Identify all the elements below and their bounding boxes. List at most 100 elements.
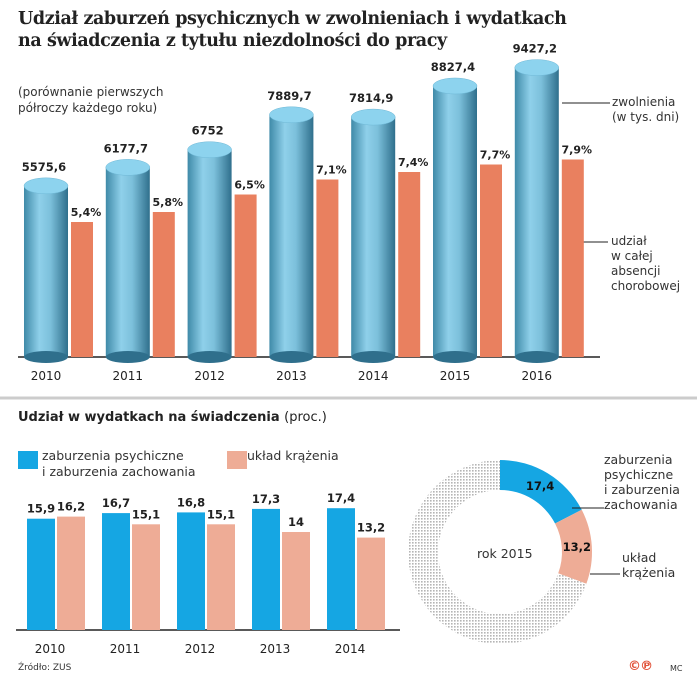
circ-value-label: 16,2 xyxy=(57,500,85,514)
share-value-label: 6,5% xyxy=(234,179,265,192)
title-line-2: na świadczenia z tytułu niezdolności do … xyxy=(18,31,447,51)
legend-mental: zaburzenia psychiczne i zaburzenia zacho… xyxy=(42,448,196,480)
donut-slice-mental xyxy=(500,460,582,524)
share-bar xyxy=(480,164,502,357)
donut-label-mental-2: psychiczne xyxy=(604,467,674,482)
legend-share-line-1: udział xyxy=(611,234,647,248)
year-tick-label: 2012 xyxy=(185,642,216,656)
legend-swatch-circ xyxy=(227,451,247,469)
circ-value-label: 15,1 xyxy=(207,507,235,521)
donut-label-circ: układ krążenia xyxy=(622,550,675,580)
share-bar xyxy=(234,194,257,357)
year-tick-label: 2014 xyxy=(358,369,389,383)
main-title: Udział zaburzeń psychicznych w zwolnieni… xyxy=(18,8,567,52)
cylinder-top xyxy=(432,77,478,95)
mental-bar xyxy=(327,508,355,630)
legend-mental-line-1: zaburzenia psychiczne xyxy=(42,448,184,463)
circ-bar xyxy=(132,524,160,630)
sick-leave-value-label: 6752 xyxy=(192,124,224,138)
cylinder-bar xyxy=(187,149,232,357)
mental-value-label: 16,7 xyxy=(102,496,130,510)
cylinder-bottom xyxy=(351,351,396,363)
circ-value-label: 15,1 xyxy=(132,507,160,521)
bottom-title-unit: (proc.) xyxy=(284,410,327,425)
year-tick-label: 2011 xyxy=(113,369,144,383)
legend-share-line-4: chorobowej xyxy=(611,279,681,293)
share-value-label: 5,4% xyxy=(71,206,102,219)
legend-mental-line-2: i zaburzenia zachowania xyxy=(42,464,196,479)
cylinder-bottom xyxy=(187,351,232,363)
cylinder-bottom xyxy=(514,351,559,363)
cylinder-top xyxy=(269,106,314,124)
donut-label-mental-4: zachowania xyxy=(604,497,678,512)
cylinder-top xyxy=(187,141,232,158)
donut-label-mental-1: zaburzenia xyxy=(604,452,673,467)
chart-note: (porównanie pierwszych półroczy każdego … xyxy=(18,84,164,116)
year-tick-label: 2013 xyxy=(260,642,291,656)
share-bar xyxy=(398,172,421,357)
mental-value-label: 17,4 xyxy=(327,491,355,505)
circ-bar xyxy=(207,524,235,630)
cylinder-bottom xyxy=(269,351,314,363)
cylinder-top xyxy=(105,159,151,176)
legend-share-line-2: w całej xyxy=(611,249,653,263)
share-value-label: 7,1% xyxy=(316,164,347,177)
circ-value-label: 14 xyxy=(288,515,304,529)
legend-sick-line-1: zwolnienia xyxy=(612,95,676,109)
donut-value-label: 13,2 xyxy=(563,540,591,554)
donut-label-circ-2: krążenia xyxy=(622,565,676,580)
cylinder-bottom xyxy=(105,351,150,363)
mental-value-label: 15,9 xyxy=(27,502,55,516)
bottom-title-text: Udział w wydatkach na świadczenia xyxy=(18,410,280,425)
expenses-chart: 20102011201220132014201515,916,216,715,1… xyxy=(16,491,400,656)
sick-leave-value-label: 6177,7 xyxy=(104,141,148,155)
year-tick-label: 2011 xyxy=(110,642,141,656)
donut-chart: 17,4 13,2 xyxy=(408,460,620,644)
copyright-logo: ©℗ xyxy=(628,659,653,674)
cylinder-bottom xyxy=(24,351,68,363)
share-value-label: 7,7% xyxy=(480,149,511,162)
circ-bar xyxy=(57,516,85,630)
share-bar xyxy=(561,159,584,357)
sick-leave-value-label: 9427,2 xyxy=(513,42,557,56)
title-line-1: Udział zaburzeń psychicznych w zwolnieni… xyxy=(18,9,567,29)
share-value-label: 7,4% xyxy=(398,156,429,169)
author-initials: MC xyxy=(670,664,683,673)
year-tick-label: 2013 xyxy=(276,369,307,383)
note-line-1: (porównanie pierwszych xyxy=(18,85,164,99)
year-tick-label: 2010 xyxy=(35,642,66,656)
note-line-2: półroczy każdego roku) xyxy=(18,101,158,115)
donut-slice-circ xyxy=(555,509,592,584)
cylinder-bottom xyxy=(433,351,477,363)
circ-bar xyxy=(357,537,385,630)
year-tick-label: 2014 xyxy=(335,642,366,656)
mental-value-label: 17,3 xyxy=(252,492,280,506)
share-bar xyxy=(316,179,339,357)
year-tick-label: 2016 xyxy=(522,369,553,383)
donut-value-label: 17,4 xyxy=(526,479,554,493)
donut-slice-other xyxy=(408,460,587,644)
sick-leave-value-label: 7814,9 xyxy=(349,91,393,105)
circ-bar xyxy=(282,532,310,630)
year-tick-label: 2010 xyxy=(31,369,62,383)
year-tick-label: 2012 xyxy=(194,369,225,383)
cylinder-bar xyxy=(24,185,68,357)
share-bar xyxy=(71,222,93,357)
donut-center-label: rok 2015 xyxy=(477,546,533,561)
cylinder-bar xyxy=(351,117,396,357)
mental-bar xyxy=(102,513,130,630)
cylinder-top xyxy=(514,59,560,76)
cylinder-top xyxy=(350,108,396,126)
sick-leave-chart: 5575,6 5,4% 2010 6177,7 5,8% 2011 6752 6,5% 2012… xyxy=(0,42,697,400)
cylinder-bar xyxy=(269,114,314,357)
share-bar xyxy=(152,212,175,357)
sick-leave-value-label: 5575,6 xyxy=(22,160,66,174)
donut-label-circ-1: układ xyxy=(622,550,657,565)
legend-circ: układ krążenia xyxy=(247,448,339,463)
legend-share: udział w całej absencji chorobowej xyxy=(611,234,680,294)
cylinder-bar xyxy=(105,167,150,357)
share-value-label: 5,8% xyxy=(153,196,184,209)
share-value-label: 7,9% xyxy=(562,144,593,157)
cylinder-bar xyxy=(514,67,559,357)
